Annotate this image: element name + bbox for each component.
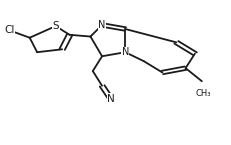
Text: N: N <box>106 94 114 104</box>
Text: N: N <box>121 47 128 57</box>
Text: N: N <box>98 20 105 30</box>
Text: S: S <box>52 21 59 31</box>
Text: Cl: Cl <box>5 26 15 35</box>
Text: CH₃: CH₃ <box>195 89 210 98</box>
